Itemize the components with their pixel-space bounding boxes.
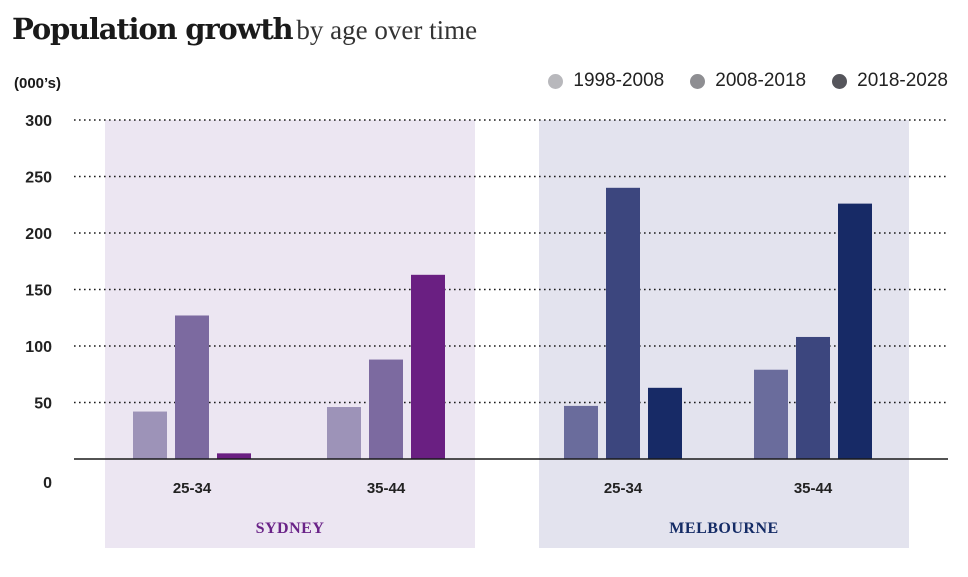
chart-subtitle: by age over time bbox=[296, 15, 478, 45]
x-tick-label-melbourne-25-34: 25-34 bbox=[604, 480, 643, 497]
bar-sydney-25-34-2018-2028 bbox=[217, 453, 251, 459]
bar-melbourne-35-44-2018-2028 bbox=[838, 203, 872, 459]
y-tick-label-250: 250 bbox=[25, 170, 52, 187]
x-tick-label-sydney-25-34: 25-34 bbox=[173, 480, 212, 497]
legend: 1998-2008 2008-2018 2018-2028 bbox=[548, 70, 948, 92]
x-tick-label-melbourne-35-44: 35-44 bbox=[794, 480, 833, 497]
bar-melbourne-35-44-2008-2018 bbox=[796, 336, 830, 459]
legend-label-2008-2018: 2008-2018 bbox=[715, 70, 807, 91]
legend-swatch-1998-2008 bbox=[548, 73, 564, 89]
y-tick-label-200: 200 bbox=[25, 226, 52, 243]
legend-item-1998-2008: 1998-2008 bbox=[548, 70, 664, 92]
x-tick-label-sydney-35-44: 35-44 bbox=[367, 480, 406, 497]
region-label-sydney: SYDNEY bbox=[256, 520, 325, 537]
y-axis-unit-label: (000’s) bbox=[14, 75, 61, 92]
legend-label-1998-2008: 1998-2008 bbox=[573, 70, 665, 91]
region-label-melbourne: MELBOURNE bbox=[669, 520, 778, 537]
bar-sydney-25-34-2008-2018 bbox=[175, 315, 209, 459]
legend-label-2018-2028: 2018-2028 bbox=[857, 70, 948, 91]
legend-swatch-2018-2028 bbox=[832, 73, 848, 89]
bar-sydney-35-44-2008-2018 bbox=[369, 359, 403, 459]
bar-sydney-25-34-1998-2008 bbox=[133, 411, 167, 459]
y-tick-label-100: 100 bbox=[25, 339, 52, 356]
bar-melbourne-35-44-1998-2008 bbox=[754, 369, 788, 459]
bar-melbourne-25-34-1998-2008 bbox=[564, 405, 598, 459]
legend-swatch-2008-2018 bbox=[690, 73, 706, 89]
bar-sydney-35-44-2018-2028 bbox=[411, 274, 445, 459]
legend-item-2008-2018: 2008-2018 bbox=[690, 70, 806, 92]
legend-item-2018-2028: 2018-2028 bbox=[832, 70, 948, 92]
bar-melbourne-25-34-2018-2028 bbox=[648, 387, 682, 459]
y-tick-label-300: 300 bbox=[25, 113, 52, 130]
bar-melbourne-25-34-2008-2018 bbox=[606, 187, 640, 460]
y-tick-label-50: 50 bbox=[34, 396, 52, 413]
y-tick-label-0: 0 bbox=[43, 475, 52, 492]
y-tick-label-150: 150 bbox=[25, 283, 52, 300]
bar-sydney-35-44-1998-2008 bbox=[327, 407, 361, 459]
chart-title-row: Population growth by age over time bbox=[12, 12, 477, 46]
chart-title: Population growth bbox=[12, 12, 294, 46]
